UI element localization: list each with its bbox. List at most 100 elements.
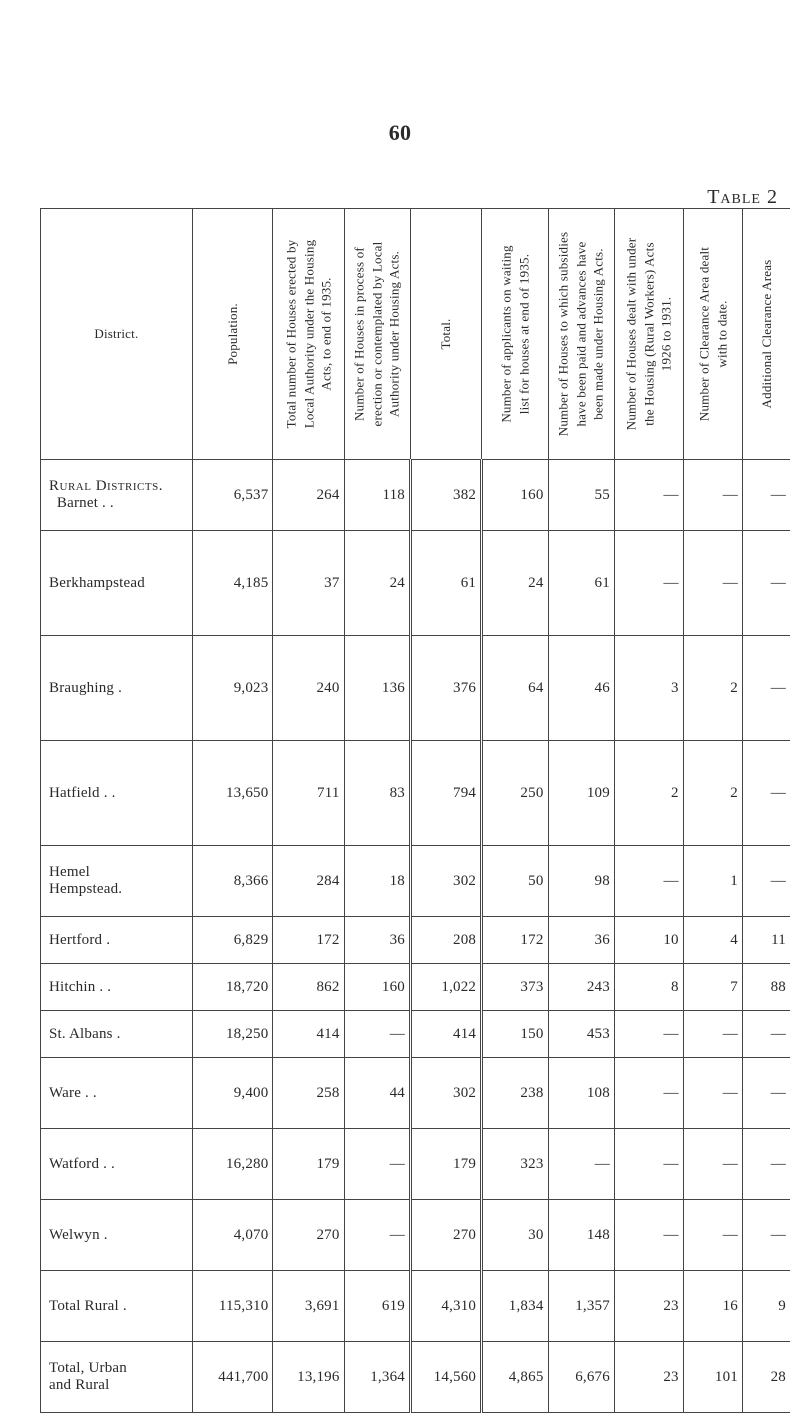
value-cell: 83 — [344, 741, 410, 846]
value-cell: — — [743, 636, 791, 741]
value-cell: 18 — [344, 846, 410, 917]
value-cell: 414 — [410, 1011, 481, 1058]
value-cell: — — [683, 531, 742, 636]
value-cell: 2 — [614, 741, 683, 846]
table-row: Hertford .6,829172362081723610411 — [41, 917, 791, 964]
value-cell: — — [683, 1058, 742, 1129]
table-row: Ware . .9,40025844302238108——— — [41, 1058, 791, 1129]
value-cell: 61 — [410, 531, 481, 636]
value-cell: 55 — [548, 460, 614, 531]
value-cell: 150 — [482, 1011, 548, 1058]
table-row: Watford . .16,280179—179323———— — [41, 1129, 791, 1200]
col-waiting-list: Number of applicants on waitinglist for … — [482, 209, 548, 460]
value-cell: 302 — [410, 1058, 481, 1129]
value-cell: 8,366 — [192, 846, 273, 917]
value-cell: 36 — [344, 917, 410, 964]
value-cell: — — [743, 1011, 791, 1058]
page-number: 60 — [0, 120, 800, 146]
value-cell: 61 — [548, 531, 614, 636]
value-cell: 23 — [614, 1342, 683, 1413]
col-additional: Additional Clearance Areas — [743, 209, 791, 460]
table-row: Total, Urban and Rural441,70013,1961,364… — [41, 1342, 791, 1413]
value-cell: 172 — [273, 917, 344, 964]
value-cell: 284 — [273, 846, 344, 917]
value-cell: 9 — [743, 1271, 791, 1342]
value-cell: 109 — [548, 741, 614, 846]
district-cell: Ware . . — [41, 1058, 193, 1129]
district-cell: Welwyn . — [41, 1200, 193, 1271]
value-cell: 8 — [614, 964, 683, 1011]
value-cell: 23 — [614, 1271, 683, 1342]
value-cell: 88 — [743, 964, 791, 1011]
value-cell: 28 — [743, 1342, 791, 1413]
table-row: Rural Districts. Barnet . .6,53726411838… — [41, 460, 791, 531]
value-cell: 11 — [743, 917, 791, 964]
value-cell: 9,023 — [192, 636, 273, 741]
value-cell: — — [614, 1058, 683, 1129]
district-cell: Rural Districts. Barnet . . — [41, 460, 193, 531]
col-clearance: Number of Clearance Area dealtwith to da… — [683, 209, 742, 460]
value-cell: 101 — [683, 1342, 742, 1413]
value-cell: 264 — [273, 460, 344, 531]
district-cell: Berkhampstead — [41, 531, 193, 636]
value-cell: — — [683, 1011, 742, 1058]
value-cell: — — [344, 1011, 410, 1058]
value-cell: 16 — [683, 1271, 742, 1342]
col-total: Total. — [410, 209, 481, 460]
value-cell: 1 — [683, 846, 742, 917]
district-cell: Watford . . — [41, 1129, 193, 1200]
value-cell: 250 — [482, 741, 548, 846]
value-cell: 270 — [410, 1200, 481, 1271]
district-cell: Hertford . — [41, 917, 193, 964]
value-cell: 3 — [614, 636, 683, 741]
value-cell: 323 — [482, 1129, 548, 1200]
value-cell: 50 — [482, 846, 548, 917]
value-cell: — — [683, 1200, 742, 1271]
value-cell: 13,650 — [192, 741, 273, 846]
value-cell: — — [683, 1129, 742, 1200]
value-cell: 238 — [482, 1058, 548, 1129]
value-cell: 414 — [273, 1011, 344, 1058]
value-cell: 6,676 — [548, 1342, 614, 1413]
value-cell: 302 — [410, 846, 481, 917]
value-cell: 1,022 — [410, 964, 481, 1011]
col-houses-erected: Total number of Houses erected byLocal A… — [273, 209, 344, 460]
value-cell: 270 — [273, 1200, 344, 1271]
table-row: Braughing .9,023240136376644632— — [41, 636, 791, 741]
table-row: St. Albans .18,250414—414150453——— — [41, 1011, 791, 1058]
value-cell: 7 — [683, 964, 742, 1011]
value-cell: 376 — [410, 636, 481, 741]
col-population: Population. — [192, 209, 273, 460]
value-cell: — — [614, 1011, 683, 1058]
value-cell: 46 — [548, 636, 614, 741]
col-houses-process: Number of Houses in process oferection o… — [344, 209, 410, 460]
value-cell: — — [743, 531, 791, 636]
value-cell: 13,196 — [273, 1342, 344, 1413]
table-row: Hatfield . .13,6507118379425010922— — [41, 741, 791, 846]
value-cell: — — [614, 1200, 683, 1271]
district-cell: Total, Urban and Rural — [41, 1342, 193, 1413]
value-cell: 179 — [273, 1129, 344, 1200]
district-cell: Hemel Hempstead. — [41, 846, 193, 917]
col-district: District. — [41, 209, 193, 460]
col-subsidies: Number of Houses to which subsidieshave … — [548, 209, 614, 460]
value-cell: 2 — [683, 636, 742, 741]
value-cell: 3,691 — [273, 1271, 344, 1342]
value-cell: — — [743, 741, 791, 846]
value-cell: 172 — [482, 917, 548, 964]
value-cell: 9,400 — [192, 1058, 273, 1129]
district-cell: Hitchin . . — [41, 964, 193, 1011]
value-cell: — — [548, 1129, 614, 1200]
value-cell: — — [344, 1129, 410, 1200]
table-row: Hemel Hempstead.8,366284183025098—1— — [41, 846, 791, 917]
value-cell: 4,070 — [192, 1200, 273, 1271]
district-cell: Hatfield . . — [41, 741, 193, 846]
value-cell: 382 — [410, 460, 481, 531]
value-cell: 373 — [482, 964, 548, 1011]
value-cell: — — [743, 1200, 791, 1271]
value-cell: — — [743, 846, 791, 917]
value-cell: 108 — [548, 1058, 614, 1129]
value-cell: 453 — [548, 1011, 614, 1058]
value-cell: 4,185 — [192, 531, 273, 636]
value-cell: 6,537 — [192, 460, 273, 531]
